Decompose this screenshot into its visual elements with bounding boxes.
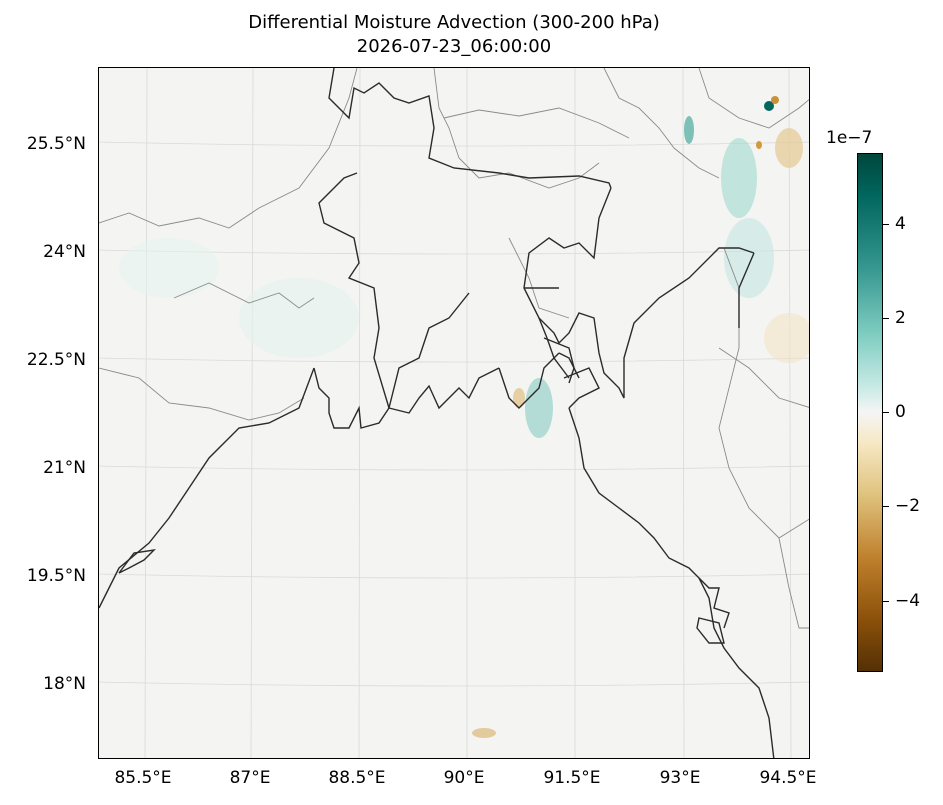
map-canvas [99,68,809,758]
lon-label: 90°E [443,768,485,788]
lon-label: 91.5°E [543,768,601,788]
lon-label: 85.5°E [114,768,172,788]
lat-label: 24°N [43,242,86,262]
colorbar-tick [883,506,889,507]
map-title: Differential Moisture Advection (300-200… [248,12,660,33]
colorbar-tick [883,601,889,602]
colorbar-tick [883,224,889,225]
colorbar-tick [883,412,889,413]
colorbar-label: 4 [895,214,906,234]
advection-field [119,96,809,738]
lat-label: 19.5°N [26,566,86,586]
lat-label: 21°N [43,458,86,478]
map-subtitle: 2026-07-23_06:00:00 [356,36,552,57]
colorbar-label: −4 [895,591,921,611]
lon-label: 87°E [229,768,271,788]
colorbar-label: −2 [895,496,921,516]
colorbar-tick [883,318,889,319]
colorbar-exponent: 1e−7 [826,128,873,148]
colorbar-label: 0 [895,402,906,422]
colorbar [857,153,883,672]
graticule [99,68,809,758]
colorbar-label: 2 [895,308,906,328]
map-area [98,67,810,759]
admin-borders [99,68,809,629]
lon-label: 88.5°E [328,768,386,788]
lat-label: 22.5°N [26,350,86,370]
lon-label: 94.5°E [759,768,817,788]
coastline [99,68,775,758]
lat-label: 18°N [43,674,86,694]
lon-label: 93°E [659,768,701,788]
lat-label: 25.5°N [26,134,86,154]
